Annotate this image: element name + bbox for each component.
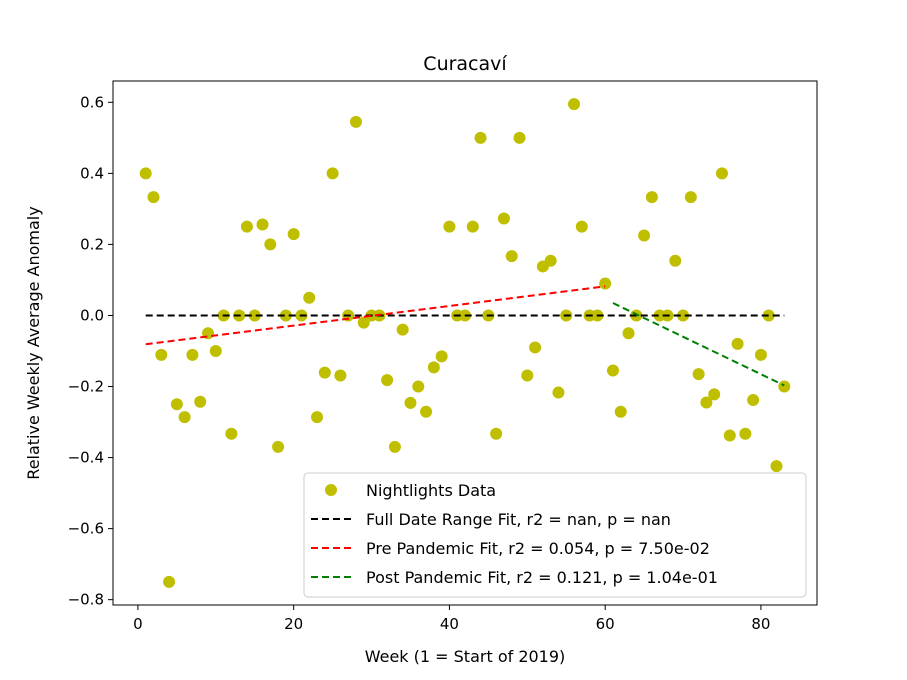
- y-tick-label: −0.4: [68, 449, 104, 467]
- data-point: [529, 341, 542, 354]
- data-point: [225, 427, 238, 440]
- data-point: [209, 344, 222, 357]
- data-point: [248, 309, 261, 322]
- data-point: [544, 254, 557, 267]
- data-point: [700, 396, 713, 409]
- data-point: [404, 396, 417, 409]
- data-point: [427, 361, 440, 374]
- data-point: [568, 98, 581, 111]
- data-point: [497, 212, 510, 225]
- x-axis-label: Week (1 = Start of 2019): [365, 647, 566, 666]
- y-tick-label: 0.2: [80, 235, 104, 253]
- data-point: [334, 369, 347, 382]
- data-point: [194, 395, 207, 408]
- data-point: [326, 167, 339, 180]
- legend: Nightlights Data Full Date Range Fit, r2…: [303, 472, 807, 598]
- data-point: [186, 348, 199, 361]
- data-point: [388, 440, 401, 453]
- data-point: [318, 366, 331, 379]
- data-point: [147, 191, 160, 204]
- data-point: [677, 309, 690, 322]
- data-point: [747, 394, 760, 407]
- data-point: [466, 220, 479, 233]
- y-tick-label: 0.6: [80, 93, 104, 111]
- data-point: [770, 460, 783, 473]
- axes-frame: [112, 80, 818, 606]
- data-point: [287, 228, 300, 241]
- legend-label-post-fit: Post Pandemic Fit, r2 = 0.121, p = 1.04e…: [366, 568, 718, 587]
- data-point: [723, 429, 736, 442]
- y-axis-label: Relative Weekly Average Anomaly: [24, 206, 43, 479]
- data-point: [575, 220, 588, 233]
- data-point: [311, 411, 324, 424]
- plot-area: [139, 98, 791, 588]
- data-point: [599, 277, 612, 290]
- x-tick-label: 0: [133, 615, 143, 633]
- data-point: [420, 405, 433, 418]
- data-point: [256, 218, 269, 231]
- data-point: [645, 191, 658, 204]
- data-point: [614, 405, 627, 418]
- y-tick-label: −0.8: [68, 591, 104, 609]
- data-point: [552, 386, 565, 399]
- data-point: [170, 398, 183, 411]
- data-point: [396, 323, 409, 336]
- x-tick-label: 80: [751, 615, 770, 633]
- data-point: [381, 374, 394, 387]
- data-point: [638, 229, 651, 242]
- y-tick-label: −0.2: [68, 378, 104, 396]
- data-point: [778, 380, 791, 393]
- chart-title: Curacaví: [423, 53, 507, 75]
- data-point: [303, 291, 316, 304]
- y-tick-label: −0.6: [68, 520, 104, 538]
- data-point: [264, 238, 277, 251]
- data-point: [474, 131, 487, 144]
- data-point: [490, 427, 503, 440]
- data-point: [357, 316, 370, 329]
- data-point: [715, 167, 728, 180]
- data-point: [178, 411, 191, 424]
- legend-label-nightlights: Nightlights Data: [366, 481, 496, 500]
- legend-label-pre-fit: Pre Pandemic Fit, r2 = 0.054, p = 7.50e-…: [366, 539, 710, 558]
- legend-marker-nightlights: [325, 484, 337, 496]
- data-point: [240, 220, 253, 233]
- legend-label-full-fit: Full Date Range Fit, r2 = nan, p = nan: [366, 510, 671, 529]
- data-point: [762, 309, 775, 322]
- data-point: [412, 380, 425, 393]
- data-point: [684, 191, 697, 204]
- axis-ticks: 0 20 40 60 80 −0.8 −0.6 −0.4 −0.2 0.0 0.2 0.4 0.6: [68, 93, 771, 633]
- fit-line-1: [145, 285, 606, 346]
- data-point: [754, 348, 767, 361]
- data-point: [521, 369, 534, 382]
- data-point: [435, 350, 448, 363]
- data-point: [669, 254, 682, 267]
- y-tick-label: 0.0: [80, 306, 104, 324]
- y-tick-label: 0.4: [80, 164, 104, 182]
- data-point: [513, 131, 526, 144]
- data-point: [272, 440, 285, 453]
- data-point: [731, 337, 744, 350]
- data-point: [163, 575, 176, 588]
- x-tick-label: 20: [284, 615, 303, 633]
- data-point: [443, 220, 456, 233]
- data-point: [139, 167, 152, 180]
- fit-line-2: [612, 302, 785, 387]
- data-point: [692, 368, 705, 381]
- x-tick-label: 60: [596, 615, 615, 633]
- data-point: [739, 427, 752, 440]
- data-point: [622, 327, 635, 340]
- data-point: [708, 388, 721, 401]
- data-point: [505, 250, 518, 263]
- data-point: [279, 309, 292, 322]
- legend-box: [303, 472, 807, 598]
- x-tick-label: 40: [440, 615, 459, 633]
- data-point: [155, 348, 168, 361]
- data-point: [349, 115, 362, 128]
- data-point: [606, 364, 619, 377]
